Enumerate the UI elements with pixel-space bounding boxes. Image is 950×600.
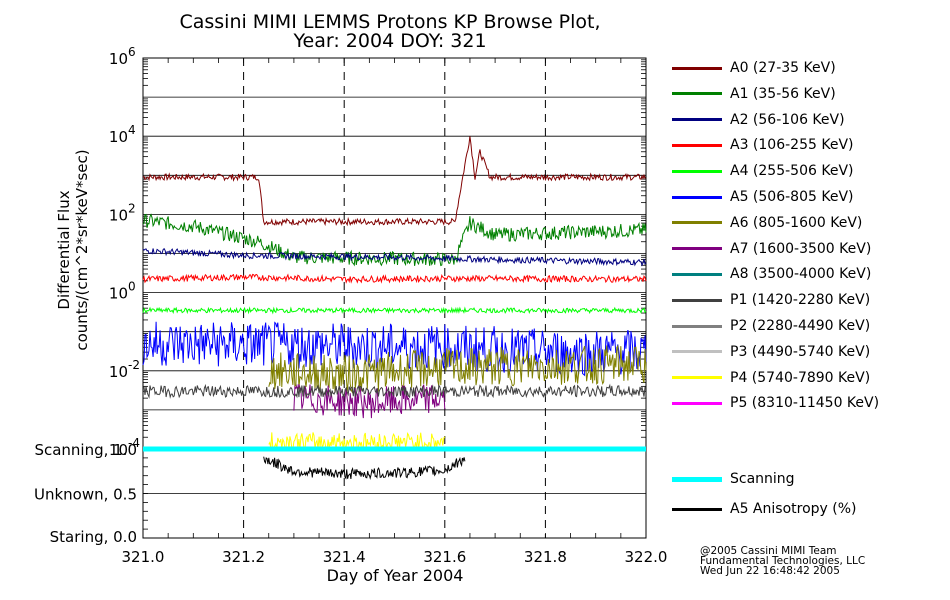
legend-swatch <box>672 376 722 380</box>
legend-label: A3 (106-255 KeV) <box>730 137 854 154</box>
x-axis-label: Day of Year 2004 <box>326 566 464 585</box>
legend-label: P5 (8310-11450 KeV) <box>730 395 880 412</box>
legend-label: P3 (4490-5740 KeV) <box>730 343 871 360</box>
legend-item: P4 (5740-7890 KeV) <box>672 368 870 388</box>
y-axis-label-line2: counts/(cm^2*sr*keV*sec) <box>73 149 91 351</box>
legend-swatch <box>672 195 722 199</box>
x-tick-label: 321.0 <box>122 548 165 566</box>
chart-subtitle: Year: 2004 DOY: 321 <box>293 30 487 52</box>
legend-label: P4 (5740-7890 KeV) <box>730 369 871 386</box>
flux-panel <box>142 57 647 538</box>
legend-label: A8 (3500-4000 KeV) <box>730 266 872 283</box>
x-tick-label: 321.2 <box>222 548 265 566</box>
legend-label: A0 (27-35 KeV) <box>730 60 836 76</box>
legend-label: A7 (1600-3500 KeV) <box>730 240 872 257</box>
x-tick-label: 321.8 <box>524 548 567 566</box>
series-line <box>142 213 647 267</box>
legend-label: P1 (1420-2280 KeV) <box>730 292 871 309</box>
legend-swatch <box>672 221 722 225</box>
chart-title: Cassini MIMI LEMMS Protons KP Browse Plo… <box>179 11 601 33</box>
mode-tick-label: Scanning, 1.0 <box>34 441 137 459</box>
legend-swatch <box>672 143 722 147</box>
credit-line: Wed Jun 22 16:48:42 2005 <box>700 565 840 577</box>
legend-item: A3 (106-255 KeV) <box>672 135 853 155</box>
legend-swatch <box>672 272 722 276</box>
legend-label: A5 Anisotropy (%) <box>730 501 857 517</box>
mode-tick-label: Unknown, 0.5 <box>34 486 137 504</box>
legend-swatch <box>672 118 722 122</box>
legend-label: A4 (255-506 KeV) <box>730 163 854 180</box>
legend-item: A2 (56-106 KeV) <box>672 110 845 130</box>
legend-swatch <box>672 476 722 482</box>
legend-swatch <box>672 66 722 70</box>
legend-item: A0 (27-35 KeV) <box>672 58 836 78</box>
legend-swatch <box>672 92 722 96</box>
y-tick-exponent: 6 <box>128 45 136 59</box>
series-line <box>142 321 647 377</box>
legend-swatch <box>672 298 722 302</box>
y-tick-exponent: 2 <box>128 201 136 215</box>
mode-panel <box>142 446 647 539</box>
series-line <box>142 306 647 315</box>
x-tick-label: 321.6 <box>423 548 466 566</box>
y-tick-label: 10 <box>109 50 128 68</box>
series-line <box>142 273 647 284</box>
legend-item: P3 (4490-5740 KeV) <box>672 342 870 362</box>
y-tick-label: 10 <box>109 206 128 224</box>
series-line <box>142 136 647 227</box>
legend-swatch <box>672 169 722 173</box>
legend-item: P1 (1420-2280 KeV) <box>672 290 870 310</box>
legend-swatch <box>672 507 722 511</box>
credit-block: @2005 Cassini MIMI Team Fundamental Tech… <box>700 545 866 577</box>
y-tick-label: 10 <box>109 128 128 146</box>
y-tick-exponent: -4 <box>128 436 140 450</box>
y-axis-label-line1: Differential Flux <box>55 190 73 310</box>
legend-label: A6 (805-1600 KeV) <box>730 214 863 231</box>
legend-item: A7 (1600-3500 KeV) <box>672 239 871 259</box>
series-line <box>268 344 647 394</box>
series-line <box>143 383 647 399</box>
legend-item: P5 (8310-11450 KeV) <box>672 393 879 413</box>
legend-item-a5-anisotropy: A5 Anisotropy (%) <box>672 501 857 517</box>
axis-tick-labels: 321.0 321.2 321.4 321.6 321.8 322.010-410-210… <box>34 45 668 566</box>
credit-line: Fundamental Technologies, LLC <box>700 555 866 567</box>
legend-label: A2 (56-106 KeV) <box>730 111 845 128</box>
legend-label: P2 (2280-4490 KeV) <box>730 318 871 334</box>
series-line <box>142 247 647 267</box>
x-tick-label: 321.4 <box>323 548 366 566</box>
legend-item-scanning: Scanning <box>672 471 795 487</box>
y-tick-exponent: 4 <box>128 123 136 137</box>
legend-swatch <box>672 324 722 328</box>
legend-item: A6 (805-1600 KeV) <box>672 213 862 233</box>
y-tick-exponent: -2 <box>128 358 140 372</box>
x-tick-label: 322.0 <box>625 548 668 566</box>
legend-label: Scanning <box>730 471 795 487</box>
legend-label: A5 (506-805 KeV) <box>730 189 854 205</box>
legend-item: A1 (35-56 KeV) <box>672 84 836 104</box>
legend-item: A8 (3500-4000 KeV) <box>672 264 871 284</box>
legend-item: P2 (2280-4490 KeV) <box>672 316 870 336</box>
legend-label: A1 (35-56 KeV) <box>730 85 836 102</box>
series-line <box>263 456 466 480</box>
legend-item: A4 (255-506 KeV) <box>672 161 853 181</box>
credit-line: @2005 Cassini MIMI Team <box>700 545 837 557</box>
y-tick-label: 10 <box>109 363 128 381</box>
legend-swatch <box>672 350 722 354</box>
legend-swatch <box>672 247 722 251</box>
y-tick-label: 10 <box>109 441 128 459</box>
y-tick-exponent: 0 <box>128 280 136 294</box>
legend-item: A5 (506-805 KeV) <box>672 187 853 207</box>
y-tick-label: 10 <box>109 285 128 303</box>
mode-tick-label: Staring, 0.0 <box>50 528 137 546</box>
legend-swatch <box>672 401 722 405</box>
